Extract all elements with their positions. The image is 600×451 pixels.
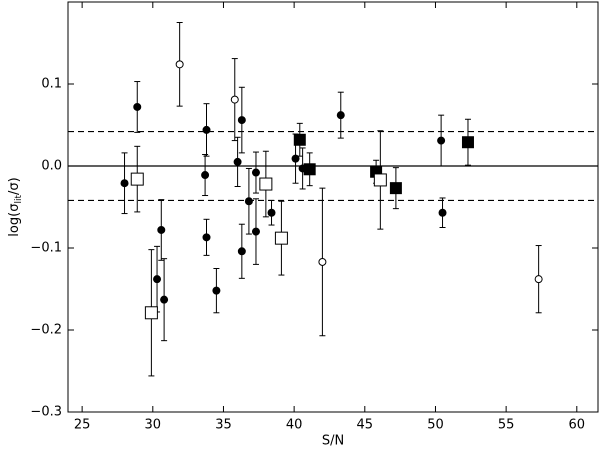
x-tick-label: 40 — [286, 418, 303, 433]
plot-frame — [67, 1, 599, 413]
point — [291, 154, 300, 163]
point — [201, 171, 210, 180]
y-axis-label: log(σlit/σ) — [7, 177, 24, 236]
point — [303, 163, 316, 176]
point — [233, 157, 242, 166]
point — [267, 208, 276, 217]
point — [373, 173, 387, 187]
point — [244, 197, 253, 206]
point — [251, 227, 260, 236]
point — [153, 275, 162, 284]
y-label-part: log(σ — [7, 204, 22, 237]
x-tick-label: 50 — [427, 418, 444, 433]
point — [534, 275, 543, 284]
point — [160, 295, 169, 304]
y-tick-label: −0.3 — [30, 405, 62, 420]
point — [120, 179, 129, 188]
point — [274, 231, 288, 245]
point — [336, 111, 345, 120]
x-tick-label: 35 — [215, 418, 232, 433]
point — [133, 102, 142, 111]
x-tick-label: 45 — [357, 418, 374, 433]
point — [157, 225, 166, 234]
point — [259, 177, 273, 191]
x-tick-label: 60 — [569, 418, 586, 433]
x-tick-label: 55 — [498, 418, 515, 433]
y-tick-label: 0.1 — [41, 77, 62, 92]
point — [461, 136, 474, 149]
point — [175, 60, 184, 69]
y-tick-label: −0.2 — [30, 323, 62, 338]
point — [202, 233, 211, 242]
point — [318, 257, 327, 266]
x-axis-label: S/N — [322, 434, 344, 449]
point — [230, 95, 239, 104]
point — [237, 247, 246, 256]
y-tick-label: −0.1 — [30, 241, 62, 256]
point — [130, 172, 144, 186]
y-tick-label: 0.0 — [41, 159, 62, 174]
y-label-sub: lit — [14, 195, 24, 204]
x-tick-label: 25 — [74, 418, 91, 433]
point — [202, 125, 211, 134]
point — [389, 182, 402, 195]
y-label-part: /σ) — [7, 177, 22, 195]
point — [438, 208, 447, 217]
point — [212, 286, 221, 295]
point — [144, 306, 158, 320]
x-tick-label: 30 — [145, 418, 162, 433]
point — [251, 168, 260, 177]
point — [437, 136, 446, 145]
point — [293, 133, 306, 146]
point — [237, 116, 246, 125]
